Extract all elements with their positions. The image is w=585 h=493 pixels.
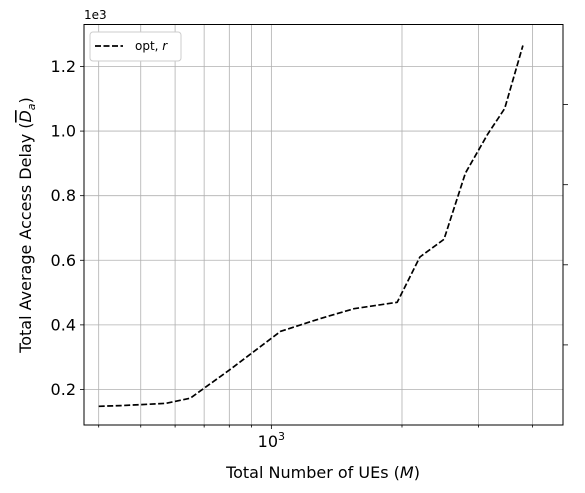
y-tick-label: 1.2: [51, 57, 76, 76]
x-tick-labels: 103: [258, 430, 285, 451]
legend: opt, r: [89, 31, 182, 62]
x-minor-ticks: [98, 425, 534, 429]
plot-frame: [83, 24, 564, 426]
y-offset-label: 1e3: [84, 8, 107, 22]
grid-lines: [84, 24, 563, 425]
series-layer: [98, 45, 524, 408]
y-tick-label: 0.8: [51, 186, 76, 205]
y-tick-labels: 0.2 0.4 0.6 0.8 1.0 1.2: [51, 57, 84, 399]
x-tick-label: 103: [258, 430, 285, 451]
y-tick-label: 0.2: [51, 380, 76, 399]
legend-label: opt, r: [135, 39, 168, 53]
series-line-opt-r: [98, 45, 524, 408]
legend-box: [89, 31, 182, 62]
y-axis-label: Total Average Access Delay (Da): [16, 97, 38, 354]
x-axis-label: Total Number of UEs (M): [225, 463, 420, 482]
y-right-ticks: [563, 104, 568, 346]
y-tick-label: 0.6: [51, 251, 76, 270]
y-tick-label: 0.4: [51, 315, 76, 334]
y-tick-label: 1.0: [51, 122, 76, 141]
